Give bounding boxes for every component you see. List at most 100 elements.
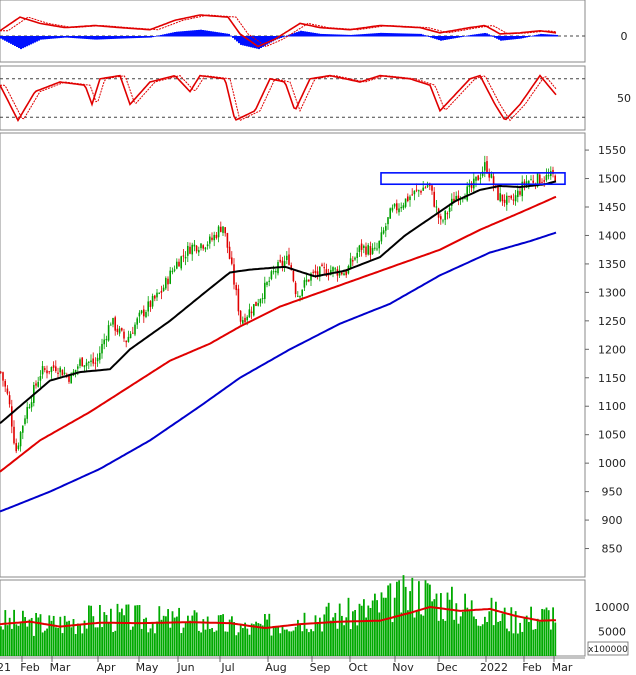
volume-bar — [77, 623, 79, 656]
macd-histogram-bar — [436, 36, 438, 40]
candle-body — [367, 245, 369, 255]
macd-histogram-bar — [330, 34, 332, 37]
macd-histogram-bar — [440, 36, 442, 41]
candle-body — [121, 328, 123, 331]
candle-body — [138, 312, 141, 317]
volume-bar — [112, 631, 114, 656]
candle-body — [468, 184, 471, 188]
macd-histogram-bar — [192, 30, 194, 37]
month-label: Sep — [310, 661, 331, 674]
macd-histogram-bar — [428, 36, 430, 37]
month-label: Oct — [348, 661, 368, 674]
macd-histogram-bar — [356, 34, 358, 37]
candle-body — [508, 195, 510, 197]
price-tick-label: 950 — [602, 486, 623, 499]
candle-body — [541, 181, 543, 183]
volume-bar — [440, 593, 442, 656]
macd-histogram-bar — [472, 34, 474, 37]
macd-histogram-bar — [420, 33, 422, 37]
candle-body — [211, 237, 213, 240]
macd-histogram-bar — [306, 31, 308, 37]
price-tick-label: 1150 — [598, 372, 626, 385]
candle-body — [235, 285, 237, 291]
macd-histogram-bar — [432, 36, 434, 39]
volume-bar — [156, 621, 158, 656]
macd-histogram-bar — [312, 32, 314, 37]
volume-bar — [184, 622, 187, 656]
macd-histogram-bar — [12, 36, 14, 45]
candle-body — [105, 338, 108, 341]
macd-histogram-bar — [484, 32, 486, 37]
volume-bar — [107, 622, 110, 656]
macd-histogram-bar — [204, 30, 206, 37]
candle-body — [446, 213, 449, 215]
volume-bar — [6, 625, 9, 656]
volume-bar — [422, 615, 425, 656]
candle-body — [325, 269, 328, 276]
candle-body — [81, 357, 83, 367]
volume-bar — [26, 626, 29, 656]
macd-histogram-bar — [354, 34, 356, 37]
macd-histogram-bar — [132, 36, 134, 39]
candle-body — [442, 220, 444, 222]
macd-histogram-bar — [248, 36, 250, 47]
volume-bar — [182, 627, 185, 656]
candle-body — [297, 295, 299, 297]
candle-body — [543, 180, 545, 182]
volume-bar — [50, 620, 53, 656]
candle-body — [143, 309, 145, 317]
macd-histogram-bar — [6, 36, 8, 42]
candle-body — [547, 175, 550, 177]
volume-bar — [506, 628, 508, 656]
macd-histogram-bar — [260, 36, 262, 48]
volume-bar — [4, 610, 7, 656]
candle-body — [136, 318, 138, 325]
macd-histogram-bar — [382, 32, 384, 37]
volume-bar — [195, 612, 198, 656]
volume-bar — [160, 619, 163, 656]
candle-body — [536, 173, 539, 187]
volume-panel: 5000 10000 x100000 — [0, 575, 630, 657]
volume-bar — [257, 623, 260, 656]
month-label: Apr — [96, 661, 116, 674]
candle-body — [435, 206, 438, 208]
candle-body — [470, 182, 473, 189]
candle-body — [261, 298, 264, 300]
candle-body — [501, 194, 504, 202]
macd-histogram-bar — [308, 32, 310, 37]
macd-histogram-bar — [30, 36, 32, 45]
macd-histogram-bar — [126, 36, 128, 39]
volume-bar — [206, 616, 209, 656]
macd-histogram-bar — [18, 36, 20, 49]
macd-tick-label: 0 — [621, 30, 628, 43]
macd-line — [0, 14, 557, 48]
macd-histogram-bar — [104, 36, 106, 40]
macd-histogram-bar — [222, 33, 224, 37]
volume-bar — [55, 627, 57, 656]
volume-bar — [275, 626, 277, 656]
volume-bar — [266, 619, 268, 656]
macd-histogram-bar — [270, 36, 272, 43]
candle-body — [466, 186, 468, 201]
macd-histogram-bar — [510, 36, 512, 40]
macd-histogram-bar — [446, 36, 448, 40]
macd-histogram-bar — [10, 36, 12, 44]
macd-histogram-bar — [506, 36, 508, 41]
price-tick-label: 1050 — [598, 429, 626, 442]
volume-bar — [305, 628, 308, 656]
candle-body — [455, 195, 457, 201]
volume-bar — [528, 621, 530, 656]
macd-histogram-bar — [56, 36, 58, 39]
volume-bar — [523, 617, 526, 656]
candle-body — [11, 406, 13, 427]
macd-histogram-bar — [400, 33, 402, 37]
volume-bar — [13, 609, 15, 656]
macd-histogram-bar — [200, 29, 202, 37]
volume-bar — [48, 615, 51, 656]
volume-bar — [270, 635, 273, 656]
candle-body — [167, 278, 169, 285]
volume-bar — [235, 635, 238, 656]
candle-body — [79, 359, 81, 366]
candle-body — [22, 425, 24, 433]
volume-bar — [96, 627, 99, 656]
